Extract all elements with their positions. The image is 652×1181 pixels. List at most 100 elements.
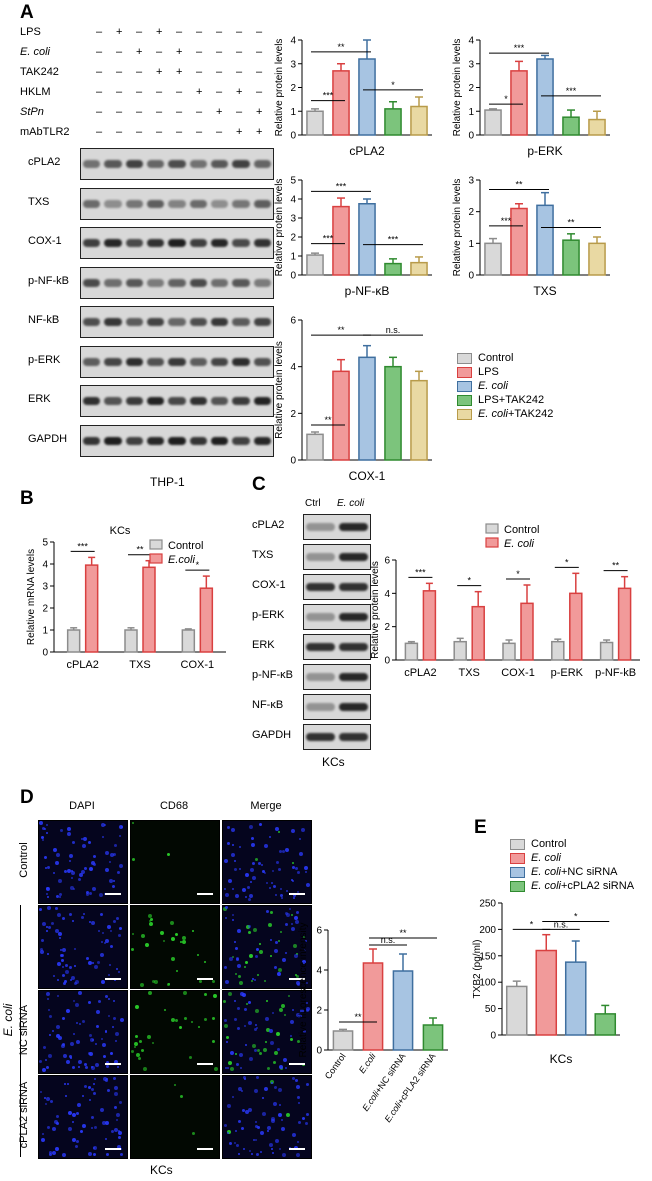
y-tick-label: 3 <box>42 582 48 593</box>
cell-dot <box>79 873 83 877</box>
cell-dot <box>68 1111 72 1115</box>
cell-dot <box>297 871 300 874</box>
bar-Control <box>306 433 324 461</box>
cell-dot <box>94 965 98 969</box>
y-tick-label: 2 <box>316 1006 322 1017</box>
scale-bar <box>197 978 213 980</box>
blot-band <box>211 160 229 168</box>
cell-dot <box>46 887 49 890</box>
y-tick-label: 2 <box>42 604 48 615</box>
cell-dot <box>280 931 282 933</box>
cell-dot <box>59 937 61 939</box>
cell-dot <box>303 936 305 938</box>
cell-dot <box>46 926 48 928</box>
blot-band <box>168 357 186 366</box>
kcs-label-c: KCs <box>322 755 345 769</box>
cell-dot <box>225 980 229 984</box>
cell-dot <box>226 1041 228 1043</box>
cell-dot <box>245 873 249 877</box>
cell-dot <box>48 1009 50 1011</box>
cell-dot <box>112 1026 114 1028</box>
cell-dot <box>244 1025 246 1027</box>
treatment-mark: + <box>236 126 243 138</box>
legend-a: Control LPS E. coli LPS+TAK242 E. coli+TAK24… <box>457 352 637 432</box>
cell-dot <box>244 1008 247 1011</box>
cell-dot <box>269 1029 273 1033</box>
bar-cPLA2-E. coli <box>422 590 437 661</box>
micro-column-label: Merge <box>250 800 282 812</box>
treatment-mark: – <box>156 86 163 98</box>
cell-dot <box>75 980 79 984</box>
cell-dot <box>275 894 277 896</box>
legend-a-item: E. coli+TAK242 <box>457 408 553 421</box>
legend-label: E. coli <box>504 538 535 550</box>
cell-dot <box>139 1040 142 1043</box>
cell-dot <box>258 862 261 865</box>
cell-dot <box>249 1057 253 1061</box>
sig-label: *** <box>323 91 334 101</box>
sig-label: * <box>574 911 578 921</box>
blot-band <box>232 199 250 208</box>
cell-dot <box>40 948 43 951</box>
cell-dot <box>254 1089 258 1093</box>
y-tick-label: 4 <box>468 36 474 47</box>
cell-dot <box>44 828 46 830</box>
cell-dot <box>290 1020 294 1024</box>
y-tick-label: 200 <box>479 925 496 936</box>
cell-dot <box>284 1014 286 1016</box>
y-axis-label: Relative protein levels <box>452 179 463 277</box>
cell-dot <box>143 1067 147 1071</box>
y-tick-label: 4 <box>290 195 296 206</box>
cell-dot <box>170 921 174 925</box>
y-axis-label: Relative fluorescence intensity <box>298 922 309 1057</box>
blot-strip <box>303 544 371 570</box>
cell-dot <box>301 828 305 832</box>
bar-COX-1-E.coli <box>199 587 214 653</box>
bar-E. coli+TAK242 <box>410 379 428 461</box>
cell-dot <box>281 1004 285 1008</box>
cell-dot <box>58 1036 62 1040</box>
cell-dot <box>45 1059 47 1061</box>
cell-dot <box>78 878 81 881</box>
cell-dot <box>83 913 85 915</box>
cell-dot <box>235 973 237 975</box>
cell-dot <box>43 1046 46 1049</box>
blot-band <box>253 318 271 326</box>
cell-dot <box>134 1046 136 1048</box>
blot-strip <box>80 187 274 220</box>
y-tick-label: 3 <box>468 176 474 187</box>
cell-dot <box>93 1083 95 1085</box>
cell-dot <box>120 1153 123 1156</box>
cell-dot <box>68 1127 72 1131</box>
cell-dot <box>271 1082 273 1084</box>
cell-dot <box>296 1153 300 1157</box>
cell-dot <box>103 1077 107 1081</box>
cell-dot <box>105 1121 109 1125</box>
micro-row-label: Control <box>18 842 30 878</box>
cell-dot <box>240 992 244 996</box>
cell-dot <box>62 966 64 968</box>
cell-dot <box>248 1001 251 1004</box>
cell-dot <box>279 850 282 853</box>
cell-dot <box>265 1041 267 1043</box>
treatment-mark: – <box>216 126 223 138</box>
cell-dot <box>179 1026 182 1029</box>
bar-LPS+TAK242 <box>384 108 402 136</box>
cell-dot <box>248 925 251 928</box>
bar-E. coli <box>536 204 554 276</box>
cell-dot <box>100 953 104 957</box>
cell-dot <box>61 1044 65 1048</box>
cell-dot <box>260 1131 264 1135</box>
cell-dot <box>232 888 234 890</box>
cell-dot <box>238 1087 242 1091</box>
blot-label: TXS <box>252 549 274 561</box>
cell-dot <box>304 949 306 951</box>
cell-dot <box>191 1021 193 1023</box>
cell-dot <box>285 848 289 852</box>
cell-dot <box>180 941 182 943</box>
cell-dot <box>304 866 308 870</box>
cell-dot <box>229 1142 232 1145</box>
blot-band <box>339 553 368 561</box>
cell-dot <box>66 1009 70 1013</box>
cell-dot <box>90 1038 94 1042</box>
